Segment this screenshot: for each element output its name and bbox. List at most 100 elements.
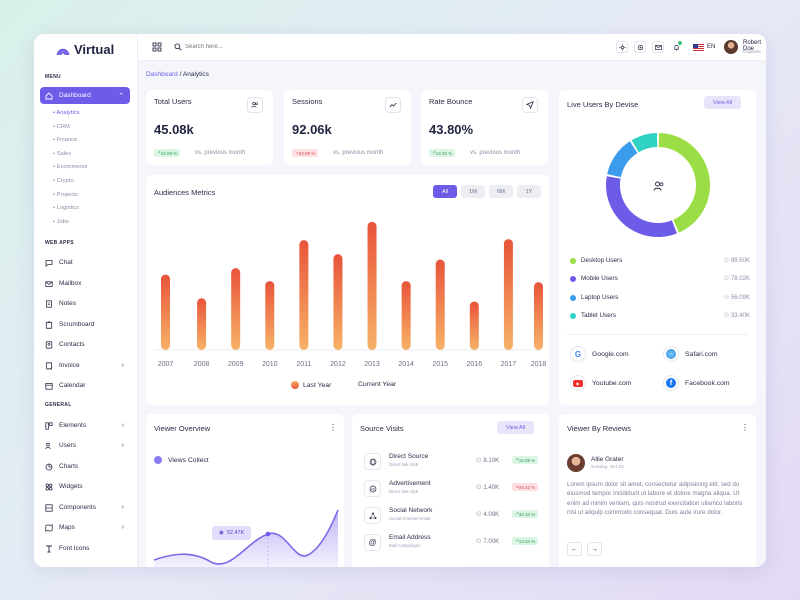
components-icon: [45, 503, 53, 512]
view-all-button[interactable]: View All: [704, 96, 742, 109]
sidebar-sub-crm[interactable]: • CRM: [53, 123, 70, 130]
sidebar-sub-finance[interactable]: • Finance: [53, 137, 78, 143]
site-safari[interactable]: Safari.com: [663, 346, 717, 362]
x-tick-label: 2012: [330, 361, 346, 368]
next-review-button[interactable]: →: [587, 542, 602, 556]
sidebar-item-charts[interactable]: Charts: [40, 458, 130, 475]
app-frame: Virtual MENU Dashboard ⌃ • Analytics • C…: [34, 34, 766, 567]
sidebar-item-notes[interactable]: Notes: [40, 295, 130, 312]
bar[interactable]: [161, 274, 170, 350]
site-facebook[interactable]: f Facebook.com: [663, 375, 730, 391]
note-icon: [46, 299, 52, 308]
range-1m-button[interactable]: 1M: [461, 185, 485, 198]
more-menu-icon[interactable]: ⋮: [741, 423, 749, 432]
sidebar-item-scrumboard[interactable]: Scrumboard: [40, 316, 130, 333]
prev-review-button[interactable]: ←: [567, 542, 582, 556]
donut-slice[interactable]: [607, 141, 638, 178]
sidebar-item-components[interactable]: Components ›: [40, 499, 130, 516]
legend-last-year[interactable]: Last Year: [291, 381, 331, 389]
sidebar-sub-sales[interactable]: • Sales: [53, 151, 72, 157]
settings-button[interactable]: [616, 41, 628, 53]
reviewer-name: Allie Grater: [591, 456, 624, 463]
source-row-direct[interactable]: Direct Source Direct link click ⚇ 8.10K ↗…: [364, 451, 544, 473]
trending-up-icon: [389, 102, 397, 108]
legend-current-year[interactable]: Current Year: [358, 381, 397, 388]
bar[interactable]: [503, 239, 513, 350]
sidebar-sub-crypto[interactable]: • Crypto: [53, 178, 74, 184]
user-name[interactable]: Robert Doe: [743, 40, 762, 52]
bar[interactable]: [534, 282, 543, 350]
range-all-button[interactable]: All: [433, 185, 457, 198]
donut-slice[interactable]: [606, 176, 677, 237]
sidebar-item-invoice[interactable]: Invoice ›: [40, 357, 130, 374]
bar[interactable]: [333, 254, 343, 350]
pie-chart-icon: [45, 463, 53, 470]
bar[interactable]: [197, 298, 207, 350]
breadcrumb-root[interactable]: Dashboard: [146, 71, 178, 78]
site-google[interactable]: G Google.com: [570, 346, 629, 362]
messages-button[interactable]: [652, 41, 664, 53]
home-icon: [45, 91, 53, 99]
views-collect-legend: Views Collect: [154, 456, 209, 464]
stat-value: 45.08k: [154, 122, 194, 137]
donut-slice[interactable]: [631, 133, 658, 153]
source-row-email[interactable]: @ Email Address Mail Campaigns ⚇ 7.00K ↗ …: [364, 532, 544, 554]
chevron-up-icon: ⌃: [118, 92, 124, 100]
bar[interactable]: [367, 221, 377, 350]
users-icon-box: [247, 97, 263, 113]
x-tick-label: 2014: [398, 361, 414, 368]
sidebar-item-users[interactable]: Users ›: [40, 437, 130, 454]
chevron-right-icon: ›: [121, 422, 124, 429]
sidebar-item-maps[interactable]: Maps ›: [40, 519, 130, 536]
donut-slice[interactable]: [658, 133, 710, 233]
bar[interactable]: [265, 281, 275, 350]
chevron-right-icon: ›: [121, 442, 124, 449]
legend-swatch: [291, 381, 299, 389]
sidebar-item-dashboard[interactable]: Dashboard ⌃: [40, 87, 130, 104]
sidebar-item-calendar[interactable]: Calendar: [40, 377, 130, 394]
menu-heading: MENU: [45, 74, 61, 80]
bar[interactable]: [435, 259, 445, 350]
language-label[interactable]: EN: [707, 44, 716, 50]
sidebar-item-contacts[interactable]: Contacts: [40, 336, 130, 353]
bar[interactable]: [401, 281, 411, 350]
search-input[interactable]: [185, 41, 305, 53]
sidebar-item-chat[interactable]: Chat: [40, 254, 130, 271]
more-menu-icon[interactable]: ⋮: [329, 423, 337, 432]
logo-icon: [56, 48, 70, 55]
range-6m-button[interactable]: 6M: [489, 185, 513, 198]
legend-dot: [570, 312, 576, 319]
sidebar-sub-ecommerce[interactable]: • Ecommerce: [53, 164, 88, 170]
legend-dot: [570, 294, 576, 301]
view-all-button[interactable]: View All: [497, 421, 535, 434]
sidebar-item-elements[interactable]: Elements ›: [40, 417, 130, 434]
sidebar-sub-jobs[interactable]: • Jobs: [53, 219, 69, 225]
x-tick-label: 2016: [467, 361, 483, 368]
site-youtube[interactable]: ▶ Youtube.com: [570, 375, 631, 391]
app-name: Virtual: [74, 42, 115, 57]
source-row-advertisement[interactable]: AD Advertisement Direct link click ⚇ 1.40…: [364, 478, 544, 500]
sidebar-sub-analytics[interactable]: • Analytics: [53, 110, 80, 116]
stat-card-rate-bounce: Rate Bounce 43.80% ↗ 12.20 % vs. previou…: [421, 90, 548, 165]
avatar[interactable]: [724, 40, 738, 54]
bar[interactable]: [299, 240, 309, 350]
theme-button[interactable]: [634, 41, 646, 53]
change-badge: ↗ 16.09 %: [512, 456, 539, 464]
app-logo[interactable]: Virtual: [56, 42, 114, 57]
sidebar-sub-projects[interactable]: • Projects: [53, 192, 78, 198]
bar[interactable]: [469, 301, 479, 350]
grid-menu-icon[interactable]: [152, 42, 162, 52]
stat-card-total-users: Total Users 45.08k ↗ 16.09 % vs. previou…: [146, 90, 273, 165]
device-row-desktop: Desktop Users ⚇ 99.50K: [570, 257, 750, 264]
notifications-button[interactable]: [670, 41, 682, 53]
reviews-title: Viewer By Reviews: [567, 424, 632, 433]
sidebar-sub-logistics[interactable]: • Logistics: [53, 205, 80, 211]
flag-us-icon[interactable]: [693, 44, 704, 51]
sidebar-item-font-icons[interactable]: Font Icons: [40, 540, 130, 557]
source-visits-card: Source Visits View All Direct Source Dire…: [352, 414, 549, 567]
range-1y-button[interactable]: 1Y: [517, 185, 541, 198]
sidebar-item-mailbox[interactable]: Mailbox: [40, 275, 130, 292]
sidebar-item-widgets[interactable]: Widgets: [40, 478, 130, 495]
bar[interactable]: [231, 268, 241, 350]
source-row-social[interactable]: Social Network Social Channel email ⚇ 4.0…: [364, 505, 544, 527]
